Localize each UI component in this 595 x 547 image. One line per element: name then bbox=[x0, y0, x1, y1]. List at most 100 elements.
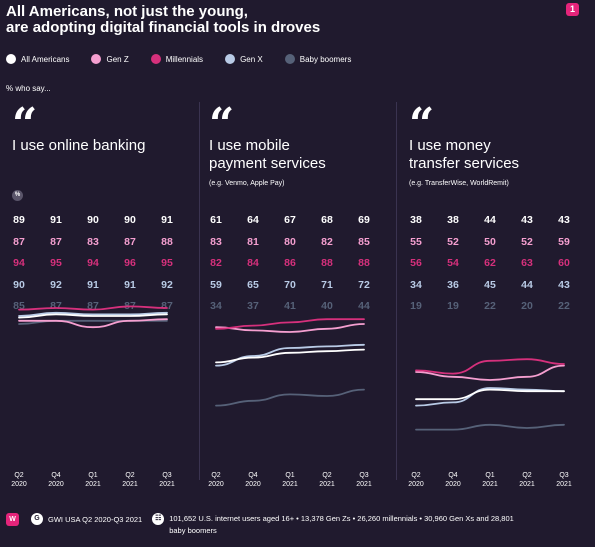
data-label: 84 bbox=[247, 257, 259, 269]
legend-item-baby-boomers: Baby boomers bbox=[284, 54, 352, 64]
quote-mark-icon: “ bbox=[409, 99, 435, 150]
x-tick-year: 2021 bbox=[519, 481, 535, 488]
x-tick-year: 2021 bbox=[356, 481, 372, 488]
legend-item-gen-x: Gen X bbox=[225, 54, 263, 64]
data-label: 52 bbox=[447, 235, 459, 248]
panel-mobile-payment: “ I use mobile payment services (e.g. Ve… bbox=[209, 99, 389, 490]
data-label: 22 bbox=[484, 300, 496, 312]
x-tick-label: Q2 2020 bbox=[4, 471, 34, 489]
data-label: 95 bbox=[50, 257, 62, 269]
panel-note: (e.g. Venmo, Apple Pay) bbox=[209, 180, 285, 187]
x-tick-label: Q4 2020 bbox=[438, 471, 468, 489]
x-tick-quarter: Q4 bbox=[448, 472, 458, 479]
sample-line-1: 101,652 U.S. internet users aged 16+ • 1… bbox=[169, 514, 514, 523]
legend-dot-gen-x bbox=[225, 54, 236, 64]
data-label: 71 bbox=[321, 278, 333, 291]
people-icon: ☷ bbox=[152, 513, 165, 525]
legend-dot-millennials bbox=[150, 54, 161, 64]
value-row-gen-z: 87 87 83 87 88 bbox=[12, 236, 182, 250]
data-label: 68 bbox=[321, 214, 333, 226]
data-label: 87 bbox=[50, 300, 62, 312]
data-label: 63 bbox=[521, 257, 533, 269]
sample-text: 101,652 U.S. internet users aged 16+ • 1… bbox=[169, 513, 569, 537]
brand-logo-icon: W bbox=[6, 513, 19, 526]
data-label: 34 bbox=[410, 278, 422, 291]
data-label: 87 bbox=[50, 235, 62, 248]
panel-title-line-1: I use money bbox=[409, 137, 491, 154]
data-label: 83 bbox=[87, 235, 99, 248]
data-label: 81 bbox=[247, 235, 259, 248]
data-label: 40 bbox=[321, 300, 333, 312]
title-line-1: All Americans, not just the young, bbox=[6, 3, 248, 20]
panel-title: I use mobile payment services bbox=[209, 137, 389, 173]
x-tick-quarter: Q3 bbox=[559, 472, 569, 479]
panel-title: I use money transfer services bbox=[409, 137, 589, 173]
x-tick-quarter: Q2 bbox=[211, 472, 221, 479]
data-label: 61 bbox=[210, 214, 222, 226]
data-label: 72 bbox=[358, 278, 370, 291]
x-tick-quarter: Q4 bbox=[248, 472, 258, 479]
subhead: % who say... bbox=[6, 84, 51, 93]
value-row-gen-z: 55 52 50 52 59 bbox=[409, 236, 579, 250]
page-number-badge: 1 bbox=[566, 3, 579, 16]
data-label: 87 bbox=[161, 300, 173, 312]
x-tick-label: Q3 2021 bbox=[349, 471, 379, 489]
data-label: 55 bbox=[410, 235, 422, 248]
data-label: 95 bbox=[161, 257, 173, 269]
x-tick-label: Q2 2021 bbox=[312, 471, 342, 489]
legend-dot-gen-z bbox=[91, 54, 102, 64]
legend-dot-baby-boomers bbox=[284, 54, 295, 64]
data-label: 92 bbox=[161, 278, 173, 291]
x-tick-label: Q4 2020 bbox=[41, 471, 71, 489]
value-row-all-americans: 38 38 44 43 43 bbox=[409, 214, 579, 228]
value-row-millennials: 56 54 62 63 60 bbox=[409, 257, 579, 271]
x-tick-label: Q2 2020 bbox=[201, 471, 231, 489]
value-row-gen-z: 83 81 80 82 85 bbox=[209, 236, 379, 250]
x-tick-label: Q3 2021 bbox=[152, 471, 182, 489]
panel-title-line-1: I use mobile bbox=[209, 137, 290, 154]
data-label: 94 bbox=[13, 257, 25, 269]
x-tick-quarter: Q2 bbox=[125, 472, 135, 479]
x-tick-quarter: Q1 bbox=[285, 472, 295, 479]
data-label: 52 bbox=[521, 235, 533, 248]
data-label: 50 bbox=[484, 235, 496, 248]
x-tick-year: 2021 bbox=[319, 481, 335, 488]
footer: W G GWI USA Q2 2020-Q3 2021 ☷ 101,652 U.… bbox=[6, 513, 591, 537]
quote-mark-icon: “ bbox=[209, 99, 235, 150]
panel-title-line-2: payment services bbox=[209, 155, 326, 172]
title-line-2: are adopting digital financial tools in … bbox=[6, 19, 321, 36]
data-label: 83 bbox=[210, 235, 222, 248]
x-tick-year: 2020 bbox=[245, 481, 261, 488]
value-row-all-americans: 61 64 67 68 69 bbox=[209, 214, 379, 228]
data-label: 60 bbox=[558, 257, 570, 269]
value-row-baby-boomers: 34 37 41 40 44 bbox=[209, 300, 379, 314]
legend-label-baby-boomers: Baby boomers bbox=[299, 54, 352, 64]
x-tick-year: 2020 bbox=[11, 481, 27, 488]
x-tick-year: 2021 bbox=[122, 481, 138, 488]
data-label: 44 bbox=[521, 278, 533, 291]
data-label: 90 bbox=[124, 214, 136, 226]
data-label: 80 bbox=[284, 235, 296, 248]
legend-dot-all-americans bbox=[6, 54, 16, 64]
data-label: 82 bbox=[321, 235, 333, 248]
data-label: 59 bbox=[210, 278, 222, 291]
legend-item-all-americans: All Americans bbox=[6, 54, 69, 64]
data-label: 91 bbox=[87, 278, 99, 291]
x-tick-label: Q1 2021 bbox=[475, 471, 505, 489]
x-tick-label: Q3 2021 bbox=[549, 471, 579, 489]
panel-title-line-1: I use online banking bbox=[12, 137, 146, 154]
data-label: 20 bbox=[521, 300, 533, 312]
x-tick-quarter: Q1 bbox=[88, 472, 98, 479]
data-label: 96 bbox=[124, 257, 136, 269]
panel-money-transfer: “ I use money transfer services (e.g. Tr… bbox=[409, 99, 589, 490]
data-label: 90 bbox=[87, 214, 99, 226]
data-label: 87 bbox=[87, 300, 99, 312]
data-label: 62 bbox=[484, 257, 496, 269]
data-label: 34 bbox=[210, 300, 222, 312]
legend-label-gen-z: Gen Z bbox=[106, 54, 129, 64]
data-label: 90 bbox=[13, 278, 25, 291]
data-label: 91 bbox=[161, 214, 173, 226]
globe-icon: G bbox=[31, 513, 43, 525]
x-tick-quarter: Q2 bbox=[522, 472, 532, 479]
data-label: 86 bbox=[284, 257, 296, 269]
